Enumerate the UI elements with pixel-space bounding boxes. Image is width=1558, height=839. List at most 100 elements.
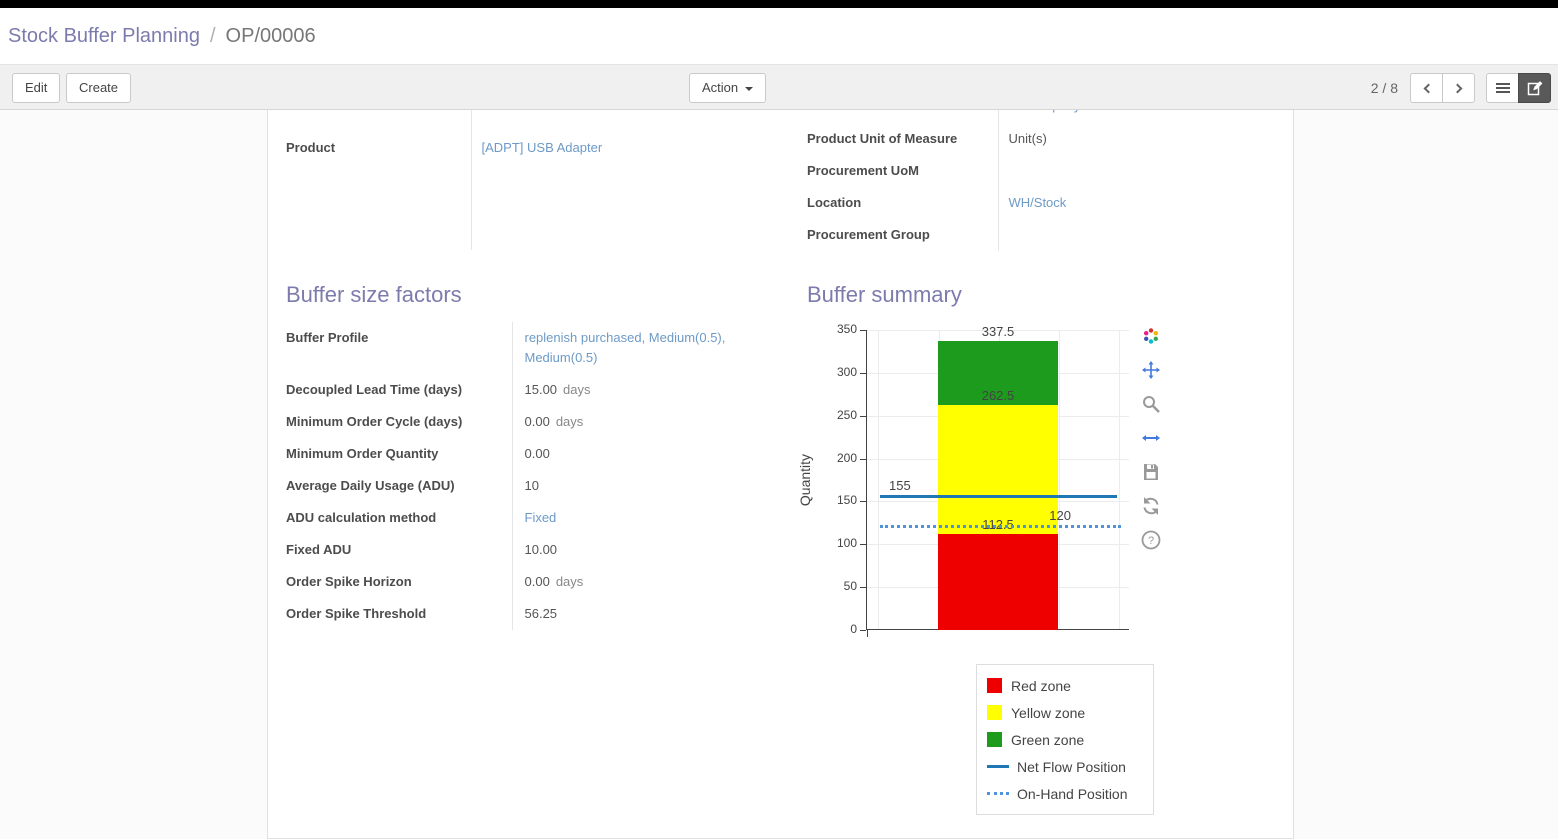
chart-plot: 0 50 100 150 200 250 300 350 112.5 262.5 337.5 155 1… [837, 322, 1129, 637]
field-value [998, 219, 1238, 251]
field-row: Buffer Profile replenish purchased, Medi… [286, 322, 784, 374]
y-axis-tick-label: 50 [843, 579, 857, 594]
create-button[interactable]: Create [66, 73, 132, 103]
field-row: Procurement UoM [807, 155, 1238, 187]
y-axis-tick-label: 250 [836, 407, 857, 422]
action-dropdown-button[interactable]: Action [689, 73, 767, 103]
breadcrumb: Stock Buffer Planning / OP/00006 [0, 8, 1558, 64]
caret-down-icon [745, 86, 754, 91]
zoom-icon[interactable] [1141, 394, 1161, 414]
legend-swatch [987, 705, 1002, 720]
list-icon [1495, 81, 1510, 95]
field-value: 56.25 [524, 606, 558, 621]
field-row: Location WH/Stock [807, 187, 1238, 219]
field-label: Order Spike Horizon [286, 566, 513, 598]
bar-green-zone [938, 340, 1058, 405]
field-row: Order Spike Threshold 56.25 [286, 598, 784, 630]
line-value-label: 155 [889, 478, 911, 494]
gridline-vertical [878, 330, 879, 629]
field-value: 10 [524, 478, 539, 493]
field-row: Product [ADPT] USB Adapter [286, 110, 602, 250]
field-label: Decoupled Lead Time (days) [286, 374, 513, 406]
field-suffix: days [563, 382, 591, 397]
legend-label: Green zone [1011, 731, 1085, 748]
legend-item[interactable]: Green zone [987, 726, 1143, 753]
field-value: 0.00 [524, 414, 550, 429]
form-edit-icon [1527, 81, 1542, 96]
breadcrumb-separator: / [209, 24, 216, 47]
legend-item[interactable]: Net Flow Position [987, 753, 1143, 780]
legend-label: Yellow zone [1011, 704, 1086, 721]
chart-legend: Red zone Yellow zone Green zone Net Flow Po… [976, 664, 1154, 815]
chevron-right-icon [1452, 83, 1462, 93]
y-axis-tick-label: 100 [836, 536, 857, 551]
y-axis-tick-label: 200 [836, 450, 857, 465]
pager-counter: 2 / 8 [1370, 80, 1398, 96]
save-image-icon[interactable] [1141, 462, 1161, 482]
control-panel: Edit Create Action 2 / 8 [0, 64, 1558, 110]
y-axis-title: Quantity [797, 453, 813, 507]
content-area: Product [ADPT] USB Adapter Warehouse You… [0, 110, 1558, 839]
svg-text:?: ? [1148, 535, 1154, 547]
record-pager [1410, 73, 1475, 103]
general-group-left: Product [ADPT] USB Adapter [286, 110, 602, 250]
field-label: Procurement Group [807, 219, 999, 251]
help-icon[interactable]: ? [1141, 530, 1161, 550]
breadcrumb-record: OP/00006 [225, 24, 316, 47]
field-row: ADU calculation method Fixed [286, 502, 784, 534]
previous-record-button[interactable] [1410, 73, 1443, 103]
field-label: Minimum Order Quantity [286, 438, 513, 470]
field-value: 0.00 [524, 446, 550, 461]
field-row: Minimum Order Cycle (days) 0.00 days [286, 406, 784, 438]
form-view-button[interactable] [1518, 73, 1551, 103]
y-axis-tick [860, 501, 866, 503]
legend-item[interactable]: Red zone [987, 672, 1143, 699]
product-link[interactable]: [ADPT] USB Adapter [481, 140, 603, 155]
field-row: Minimum Order Quantity 0.00 [286, 438, 784, 470]
x-axis-tick [867, 630, 868, 637]
location-link[interactable]: WH/Stock [1008, 195, 1067, 210]
adu-method-link[interactable]: Fixed [524, 510, 557, 525]
edit-button[interactable]: Edit [12, 73, 61, 103]
list-view-button[interactable] [1486, 73, 1519, 103]
field-row: Average Daily Usage (ADU) 10 [286, 470, 784, 502]
legend-item[interactable]: On-Hand Position [987, 780, 1143, 807]
legend-line-swatch [987, 765, 1009, 768]
next-record-button[interactable] [1442, 73, 1475, 103]
legend-item[interactable]: Yellow zone [987, 699, 1143, 726]
buffer-factors-table: Buffer Profile replenish purchased, Medi… [286, 322, 784, 630]
buffer-size-factors-section: Buffer size factors Buffer Profile reple… [286, 282, 791, 630]
field-suffix: days [555, 574, 584, 589]
plotly-logo-icon[interactable] [1141, 326, 1161, 346]
y-axis-tick [860, 415, 866, 417]
chart-modebar: ? [1141, 326, 1161, 550]
action-label: Action [702, 80, 739, 95]
bar-red-zone [938, 533, 1058, 630]
legend-line-swatch [987, 792, 1009, 795]
field-row: Fixed ADU 10.00 [286, 534, 784, 566]
net-flow-position-line [880, 495, 1117, 499]
general-group-right: Warehouse YourCompany Product Unit of Me… [807, 110, 1238, 251]
legend-label: On-Hand Position [1017, 785, 1128, 802]
reset-axes-icon[interactable] [1141, 496, 1161, 516]
y-axis-tick-label: 0 [850, 622, 857, 636]
gridline-horizontal [867, 330, 1129, 331]
field-label: Product Unit of Measure [807, 123, 999, 155]
pan-icon[interactable] [1141, 360, 1161, 380]
warehouse-link[interactable]: YourCompany [999, 110, 1239, 115]
gridline-vertical [1119, 330, 1120, 629]
y-axis-tick [860, 458, 866, 460]
gridline-vertical [1059, 330, 1060, 629]
form-sheet: Product [ADPT] USB Adapter Warehouse You… [267, 110, 1294, 839]
y-axis-tick [860, 544, 866, 546]
autoscale-icon[interactable] [1141, 428, 1161, 448]
buffer-profile-link[interactable]: replenish purchased, Medium(0.5), Medium… [524, 330, 726, 365]
y-axis-tick [860, 330, 866, 331]
breadcrumb-section-link[interactable]: Stock Buffer Planning [8, 24, 200, 47]
on-hand-position-line [880, 525, 1121, 529]
legend-label: Net Flow Position [1017, 758, 1126, 775]
field-value: 15.00 [524, 382, 558, 397]
main-menu-bar [0, 0, 1558, 8]
section-title: Buffer size factors [286, 282, 462, 307]
field-label: ADU calculation method [286, 502, 513, 534]
